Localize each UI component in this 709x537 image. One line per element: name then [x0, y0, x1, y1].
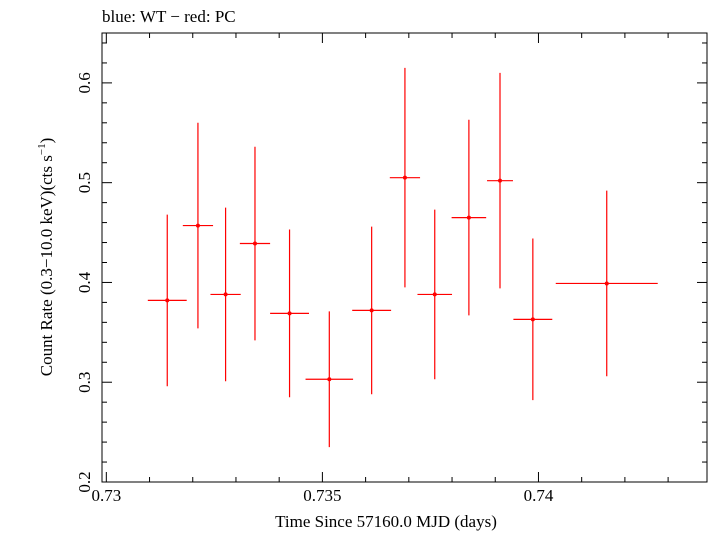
y-tick-label: 0.3	[75, 372, 94, 393]
data-series	[147, 67, 658, 448]
data-point	[182, 122, 214, 329]
y-tick-label: 0.2	[75, 471, 94, 492]
data-marker	[223, 292, 228, 297]
data-marker	[466, 215, 471, 220]
y-axis-title: Count Rate (0.3−10.0 keV)(cts s−1)	[36, 138, 56, 377]
y-axis-ticks	[102, 42, 707, 483]
data-marker	[327, 377, 332, 382]
data-point	[147, 214, 187, 387]
data-marker	[498, 178, 503, 183]
data-marker	[432, 292, 437, 297]
data-marker	[604, 281, 609, 286]
y-axis-title-superscript: −1	[36, 143, 48, 155]
y-tick-label: 0.5	[75, 172, 94, 193]
chart-title: blue: WT − red: PC	[102, 7, 236, 26]
data-marker	[530, 317, 535, 322]
data-point	[513, 238, 553, 401]
plot-frame	[101, 32, 708, 483]
x-tick-label: 0.73	[91, 486, 121, 505]
x-tick-label: 0.735	[303, 486, 341, 505]
data-point	[239, 146, 271, 341]
data-point	[451, 119, 487, 316]
x-axis-ticks	[105, 33, 669, 482]
y-axis-title-end: )	[37, 138, 56, 144]
x-tick-label: 0.74	[524, 486, 554, 505]
data-point	[352, 226, 392, 395]
data-point	[305, 311, 354, 448]
data-marker	[287, 311, 292, 316]
data-point	[210, 207, 241, 382]
y-tick-label: 0.4	[75, 271, 94, 293]
y-axis-title-main: Count Rate (0.3−10.0 keV)(cts s	[37, 155, 56, 376]
x-axis-tick-labels: 0.73 0.735 0.74	[91, 486, 553, 505]
data-marker	[369, 308, 374, 313]
y-axis-tick-labels: 0.2 0.3 0.4 0.5 0.6	[75, 72, 94, 492]
x-axis-title: Time Since 57160.0 MJD (days)	[275, 512, 497, 531]
data-point	[555, 190, 658, 377]
y-tick-label: 0.6	[75, 72, 94, 93]
data-point	[389, 67, 421, 288]
data-point	[487, 72, 513, 289]
data-point	[270, 229, 309, 398]
data-marker	[402, 175, 407, 180]
data-marker	[165, 298, 170, 303]
data-marker	[195, 223, 200, 228]
data-marker	[252, 241, 257, 246]
data-point	[417, 209, 453, 380]
